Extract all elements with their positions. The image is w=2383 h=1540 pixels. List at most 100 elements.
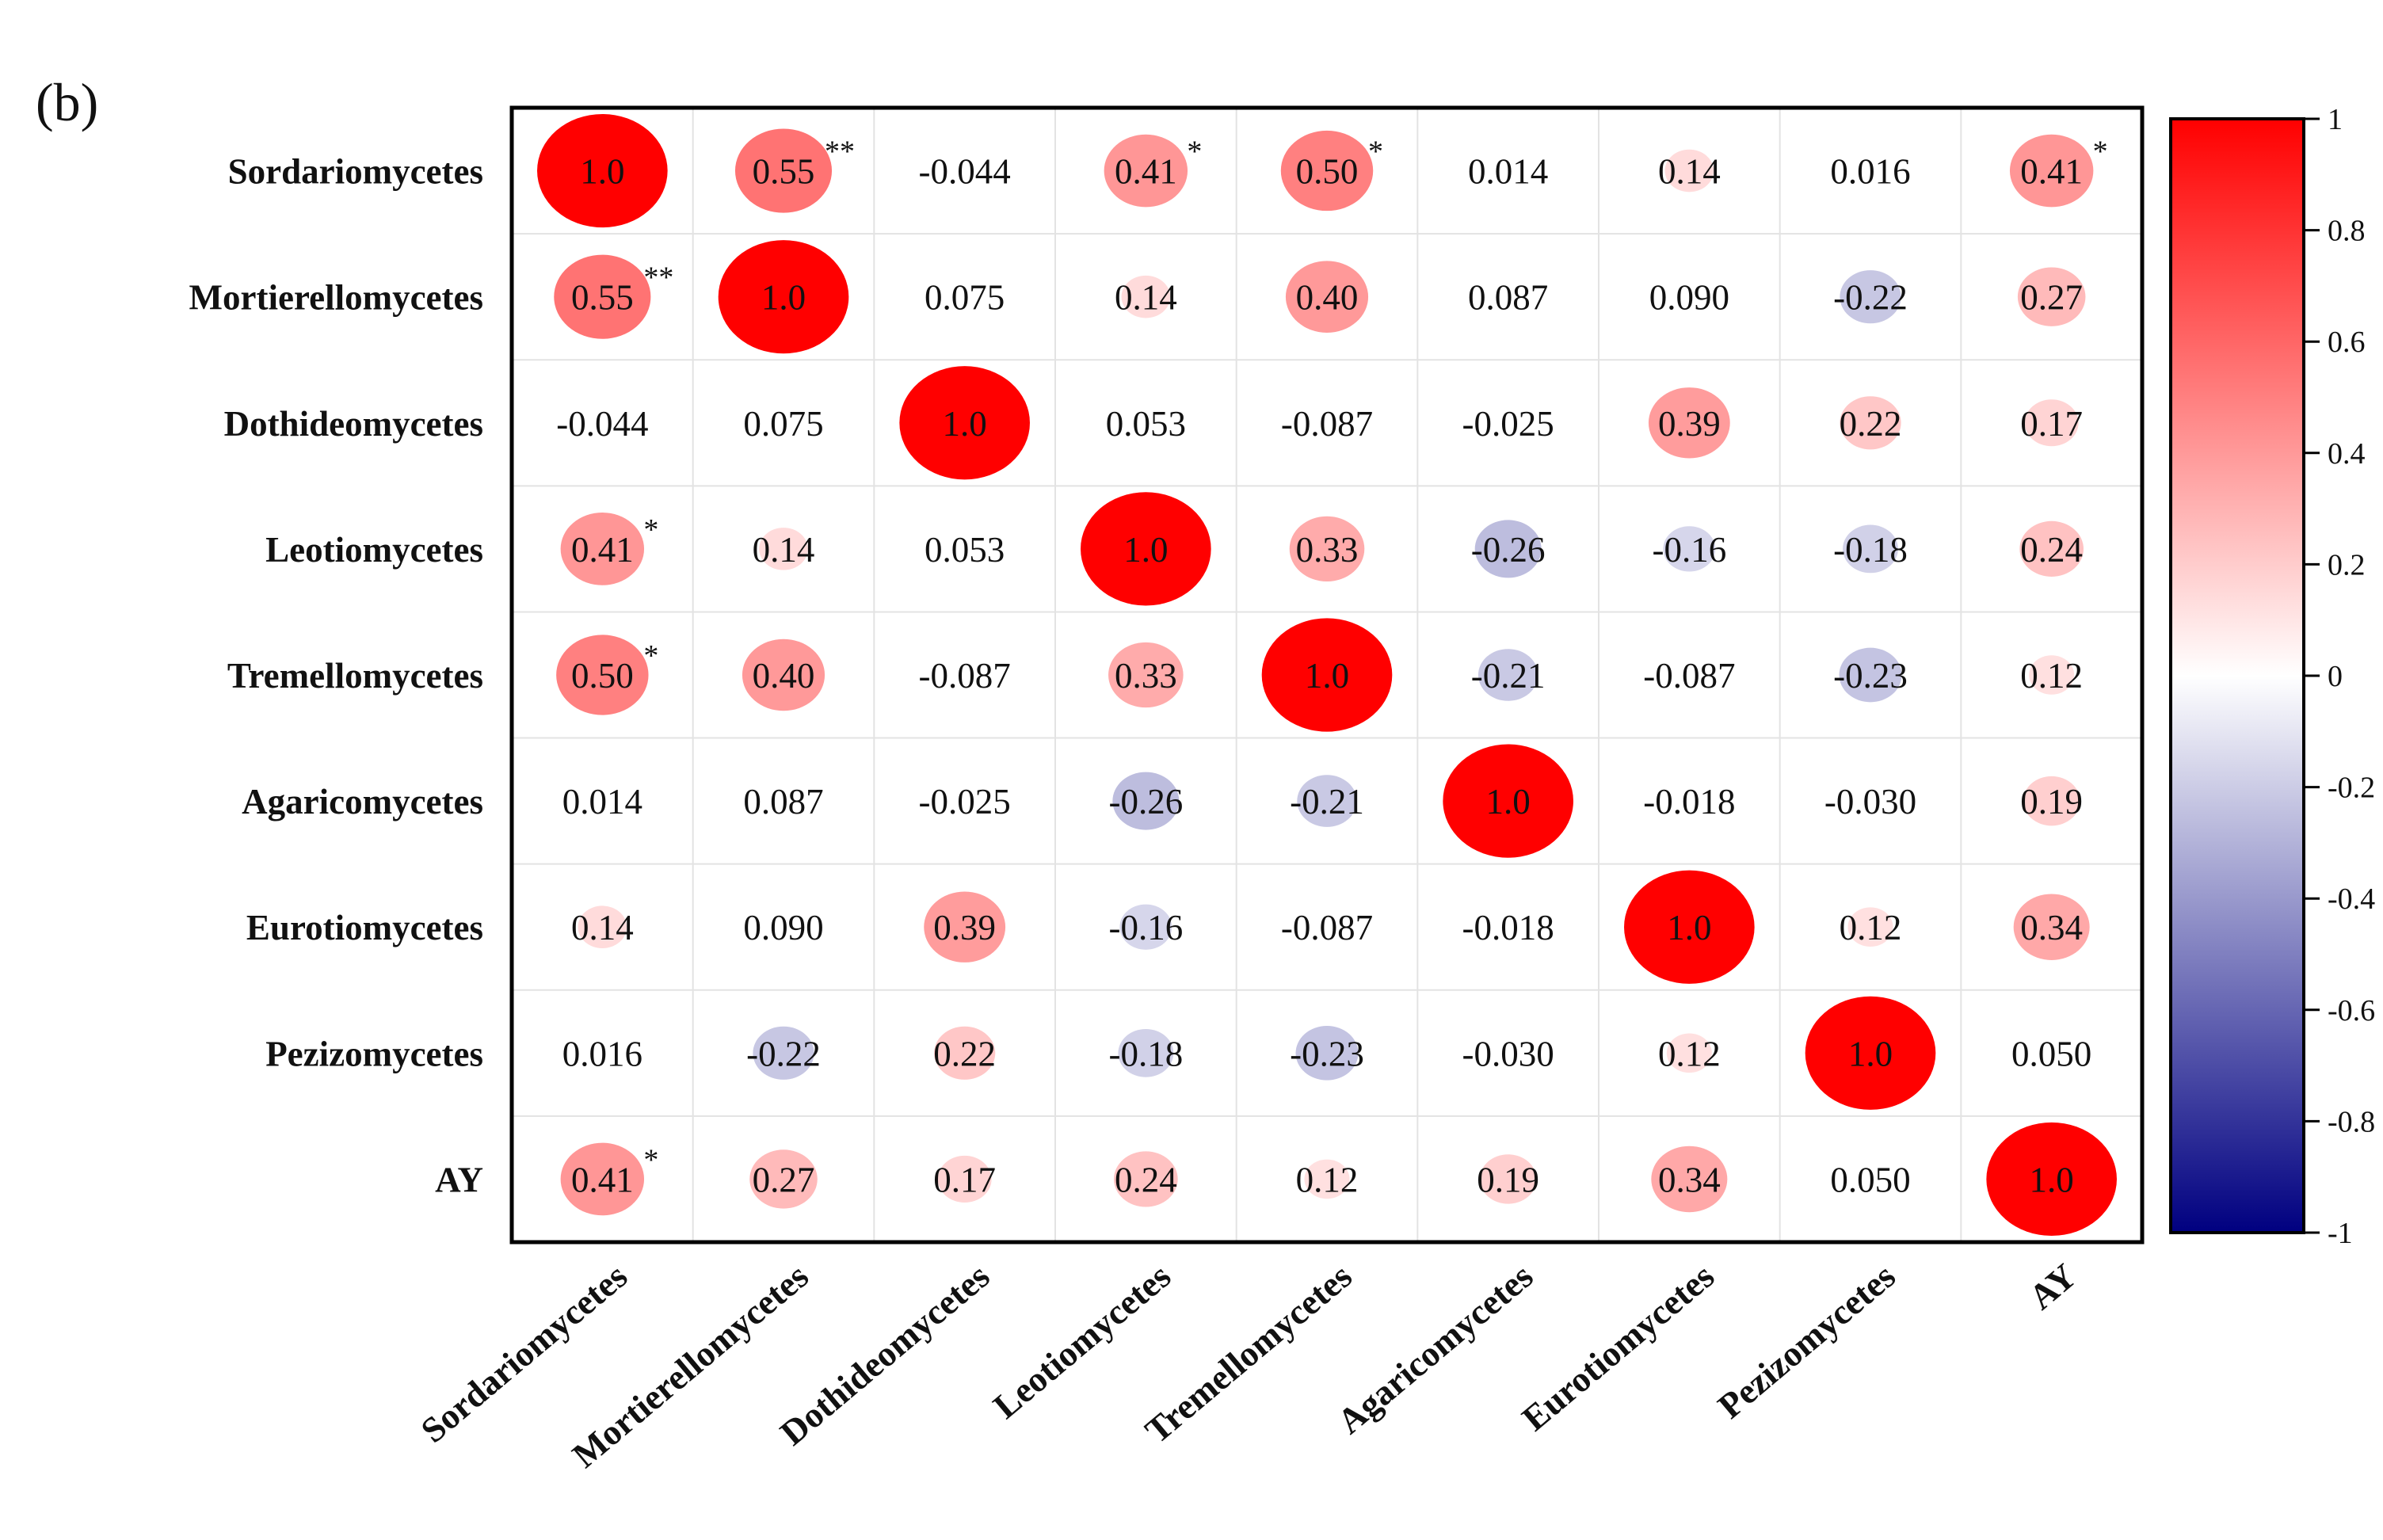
heatmap-cell: 1.0 — [1261, 618, 1393, 732]
significance-marker: * — [643, 1143, 658, 1176]
heatmap-cell: 0.40 — [1285, 261, 1369, 333]
heatmap-cell: 0.14 — [571, 905, 634, 949]
cell-value-label: 1.0 — [1486, 782, 1531, 821]
heatmap-cell: -0.22 — [1833, 270, 1908, 324]
heatmap-cell: 0.33 — [1108, 642, 1184, 708]
cell-value-label: -0.044 — [919, 152, 1011, 192]
column-label-pezizomycetes: Pezizomycetes — [1710, 1256, 1903, 1426]
correlation-ellipse — [560, 1142, 645, 1216]
heatmap-cells: 1.0 0.55 ** -0.044 0.41 * 0.50 * 0.014 0.14 0.016 0… — [537, 113, 2117, 1237]
heatmap-cell: 1.0 — [899, 366, 1030, 480]
heatmap-cell: 0.24 — [2019, 520, 2084, 577]
row-label-mortierellomycetes: Mortierellomycetes — [189, 278, 483, 318]
heatmap-cell: -0.21 — [1290, 775, 1364, 827]
heatmap-cell: 0.34 — [2013, 894, 2090, 960]
cell-value-label: 1.0 — [1667, 908, 1711, 947]
heatmap-cell: 0.19 — [2020, 776, 2083, 826]
correlation-ellipse — [2009, 134, 2094, 208]
heatmap-cell: -0.044 — [919, 152, 1011, 192]
colorbar: 1 0.8 0.6 0.4 0.2 0 -0.2 -0.4 -0.6 -0.8 -1 — [2169, 103, 2375, 1250]
correlation-ellipse — [1666, 1033, 1712, 1073]
heatmap-cell: 0.014 — [562, 782, 642, 821]
cell-value-label: 0.12 — [2020, 656, 2083, 696]
cell-value-label: 1.0 — [580, 152, 624, 192]
cell-value-label: 1.0 — [1848, 1034, 1893, 1073]
heatmap-cell: 0.016 — [1830, 152, 1910, 192]
correlation-ellipse — [924, 891, 1006, 962]
correlation-ellipse — [1289, 516, 1365, 582]
heatmap-cell: 0.17 — [933, 1155, 996, 1203]
heatmap-cell: -0.22 — [746, 1026, 821, 1080]
cell-value-label: 0.50 — [1296, 152, 1359, 192]
heatmap-cell: 0.41 * — [560, 513, 658, 585]
cell-value-label: -0.21 — [1290, 782, 1364, 821]
cell-value-label: 0.17 — [2020, 404, 2083, 444]
correlation-ellipse — [899, 366, 1030, 480]
colorbar-tick-label: 1 — [2328, 103, 2343, 136]
heatmap-cell: 0.053 — [1106, 404, 1186, 444]
cell-value-label: 0.24 — [1115, 1160, 1177, 1199]
cell-value-label: -0.044 — [556, 404, 648, 444]
cell-value-label: 0.075 — [743, 404, 823, 444]
correlation-ellipse — [1843, 524, 1898, 574]
cell-value-label: -0.030 — [1824, 782, 1916, 821]
heatmap-cell: 0.17 — [2020, 399, 2083, 447]
cell-value-label: 1.0 — [1123, 530, 1168, 570]
correlation-ellipse — [1479, 1154, 1537, 1204]
correlation-ellipse — [937, 1155, 992, 1203]
correlation-ellipse — [1118, 1028, 1174, 1077]
heatmap-cell: -0.030 — [1462, 1034, 1554, 1073]
heatmap-cell: 0.12 — [1658, 1033, 1721, 1073]
correlation-ellipse — [1280, 130, 1374, 212]
cell-value-label: 1.0 — [943, 404, 987, 444]
heatmap-cell: 0.22 — [933, 1026, 996, 1080]
heatmap-cell: 0.50 * — [556, 635, 658, 715]
heatmap-cell: 0.014 — [1468, 152, 1548, 192]
cell-value-label: 0.33 — [1115, 656, 1177, 696]
cell-value-label: -0.23 — [1290, 1034, 1364, 1073]
heatmap-cell: -0.16 — [1652, 526, 1726, 572]
colorbar-tick-label: -1 — [2328, 1217, 2353, 1250]
heatmap-cell: -0.087 — [1281, 908, 1373, 947]
cell-value-label: -0.16 — [1652, 530, 1726, 570]
colorbar-tick-label: 0.8 — [2328, 215, 2366, 248]
correlation-ellipse — [1474, 520, 1542, 578]
heatmap-cell: 0.12 — [1296, 1159, 1359, 1199]
correlation-ellipse — [1651, 1145, 1728, 1213]
heatmap-cell: 0.090 — [1649, 278, 1729, 318]
cell-value-label: 0.087 — [743, 782, 823, 821]
correlation-ellipse — [753, 1026, 814, 1080]
heatmap-cell: 0.39 — [1648, 387, 1730, 459]
heatmap-cell: 0.24 — [1114, 1151, 1178, 1207]
cell-value-label: -0.18 — [1833, 530, 1908, 570]
cell-value-label: 0.50 — [571, 656, 634, 696]
heatmap-cell: -0.23 — [1833, 647, 1908, 703]
correlation-ellipse — [1112, 772, 1180, 830]
cell-value-label: 0.12 — [1296, 1160, 1359, 1199]
heatmap-cell: 1.0 — [1081, 492, 1211, 606]
significance-marker: * — [643, 639, 658, 673]
heatmap-cell: -0.087 — [1643, 656, 1735, 696]
cell-value-label: 0.27 — [753, 1160, 815, 1199]
cell-value-label: 0.40 — [753, 656, 815, 696]
cell-value-label: 0.016 — [562, 1034, 642, 1073]
cell-value-label: -0.18 — [1108, 1034, 1183, 1073]
cell-value-label: 0.40 — [1296, 278, 1359, 318]
cell-value-label: 0.075 — [925, 278, 1005, 318]
cell-value-label: 0.17 — [933, 1160, 996, 1199]
correlation-ellipse — [1805, 996, 1936, 1110]
heatmap-cell: -0.26 — [1471, 520, 1546, 578]
cell-value-label: 0.014 — [562, 782, 642, 821]
significance-marker: * — [643, 513, 658, 547]
colorbar-tick-label: -0.8 — [2328, 1105, 2375, 1138]
heatmap-cell: 0.41 * — [1104, 134, 1202, 208]
row-labels: Sordariomycetes Mortierellomycetes Dothide… — [189, 152, 483, 1200]
heatmap-cell: -0.044 — [556, 404, 648, 444]
significance-marker: ** — [643, 261, 673, 295]
heatmap-cell: 0.14 — [1115, 275, 1177, 318]
correlation-ellipse — [1664, 149, 1714, 192]
cell-value-label: -0.018 — [1462, 908, 1554, 947]
heatmap-cell: 0.075 — [743, 404, 823, 444]
cell-value-label: -0.087 — [919, 656, 1011, 696]
